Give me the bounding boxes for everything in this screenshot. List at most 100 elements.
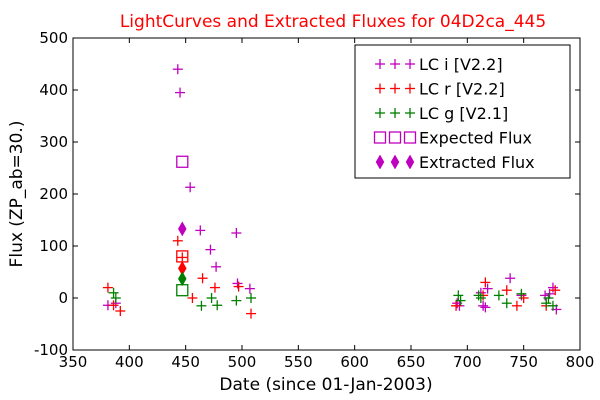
legend-marker	[405, 59, 415, 69]
y-tick-label: 400	[39, 81, 68, 99]
legend-label: LC i [V2.2]	[419, 55, 503, 74]
x-tick-label: 650	[397, 353, 426, 371]
legend-label: LC r [V2.2]	[419, 80, 505, 99]
data-point	[177, 252, 188, 263]
data-point	[233, 281, 244, 292]
legend-item-lc-r-v2-2: LC r [V2.2]	[375, 80, 505, 99]
data-point	[505, 273, 516, 284]
data-point	[177, 271, 187, 287]
series-expected-flux-g	[176, 284, 189, 297]
chart-title: LightCurves and Extracted Fluxes for 04D…	[120, 12, 546, 32]
data-point	[231, 295, 242, 306]
data-point	[176, 284, 189, 297]
legend-item-extracted-flux: Extracted Flux	[375, 153, 535, 172]
legend-marker	[375, 154, 385, 170]
data-point	[209, 282, 220, 293]
y-tick-label: 200	[39, 185, 68, 203]
data-point	[482, 283, 493, 294]
data-point	[205, 244, 216, 255]
data-point	[480, 302, 491, 313]
x-tick-label: 750	[509, 353, 538, 371]
legend-item-lc-g-v2-1: LC g [V2.1]	[375, 104, 508, 123]
x-tick-label: 450	[171, 353, 200, 371]
data-point	[102, 282, 113, 293]
data-point	[451, 300, 462, 311]
data-point	[453, 290, 464, 301]
data-point	[172, 235, 183, 246]
data-point	[518, 293, 529, 303]
data-point	[108, 287, 119, 298]
x-axis-ticks: 350 400 450 500 550 600 650 700 750 800	[59, 38, 595, 371]
data-point	[185, 182, 196, 193]
y-tick-label: 500	[39, 29, 68, 47]
legend-marker	[390, 83, 400, 94]
legend-marker	[405, 83, 415, 94]
data-point	[541, 298, 552, 309]
series-expected-flux	[176, 155, 189, 168]
legend-marker	[373, 131, 387, 144]
data-point	[196, 300, 207, 311]
data-point	[195, 225, 206, 236]
legend-label: Extracted Flux	[419, 153, 535, 172]
legend-marker	[405, 154, 415, 170]
series-lc-r-v2-2	[102, 235, 561, 319]
y-tick-label: 0	[58, 289, 68, 307]
data-point	[246, 293, 257, 303]
data-point	[550, 285, 561, 296]
legend-marker	[390, 154, 400, 170]
data-point	[473, 290, 484, 301]
legend-item-expected-flux: Expected Flux	[373, 129, 532, 148]
legend-marker	[388, 131, 402, 144]
data-point	[231, 228, 242, 238]
data-point	[493, 290, 504, 301]
data-point	[172, 64, 183, 75]
x-tick-label: 800	[566, 353, 595, 371]
legend-marker	[375, 59, 385, 69]
series-extracted-flux-g	[177, 271, 187, 287]
x-tick-label: 500	[228, 353, 257, 371]
y-axis-ticks: -100 0 100 200 300 400 500	[34, 29, 580, 359]
data-point	[516, 288, 527, 299]
data-point	[544, 288, 555, 299]
y-tick-label: 300	[39, 133, 68, 151]
data-point	[547, 282, 558, 293]
data-point	[543, 293, 554, 303]
data-point	[511, 300, 522, 311]
x-tick-label: 600	[340, 353, 369, 371]
x-tick-label: 400	[115, 353, 144, 371]
data-point	[480, 277, 491, 288]
x-tick-label: 350	[59, 353, 88, 371]
x-axis-label: Date (since 01-Jan-2003)	[219, 375, 432, 395]
data-point	[175, 87, 186, 98]
data-points	[102, 64, 562, 319]
legend-label: LC g [V2.1]	[419, 104, 508, 123]
data-point	[501, 298, 512, 309]
legend: LC i [V2.2] LC r [V2.2] LC g [V2.1] Expecte…	[354, 44, 571, 179]
y-tick-label: 100	[39, 237, 68, 255]
y-axis-label: Flux (ZP_ab=30.)	[7, 121, 27, 268]
legend-box	[354, 44, 571, 179]
legend-marker	[390, 59, 400, 69]
data-point	[197, 273, 208, 284]
data-point	[475, 293, 486, 303]
data-point	[246, 308, 257, 319]
series-lc-g-v2-1	[108, 287, 558, 311]
x-tick-label: 550	[284, 353, 313, 371]
data-point	[547, 300, 558, 311]
data-point	[187, 293, 198, 303]
data-point	[212, 300, 223, 311]
data-point	[177, 221, 187, 237]
legend-marker	[405, 108, 415, 118]
legend-marker	[375, 83, 385, 94]
data-point	[108, 300, 119, 311]
x-tick-label: 700	[453, 353, 482, 371]
legend-marker	[375, 108, 385, 118]
legend-marker	[403, 131, 417, 144]
data-point	[110, 293, 121, 303]
legend-marker	[390, 108, 400, 118]
data-point	[478, 300, 489, 311]
data-point	[115, 306, 126, 316]
data-point	[501, 285, 512, 296]
data-point	[206, 293, 217, 303]
